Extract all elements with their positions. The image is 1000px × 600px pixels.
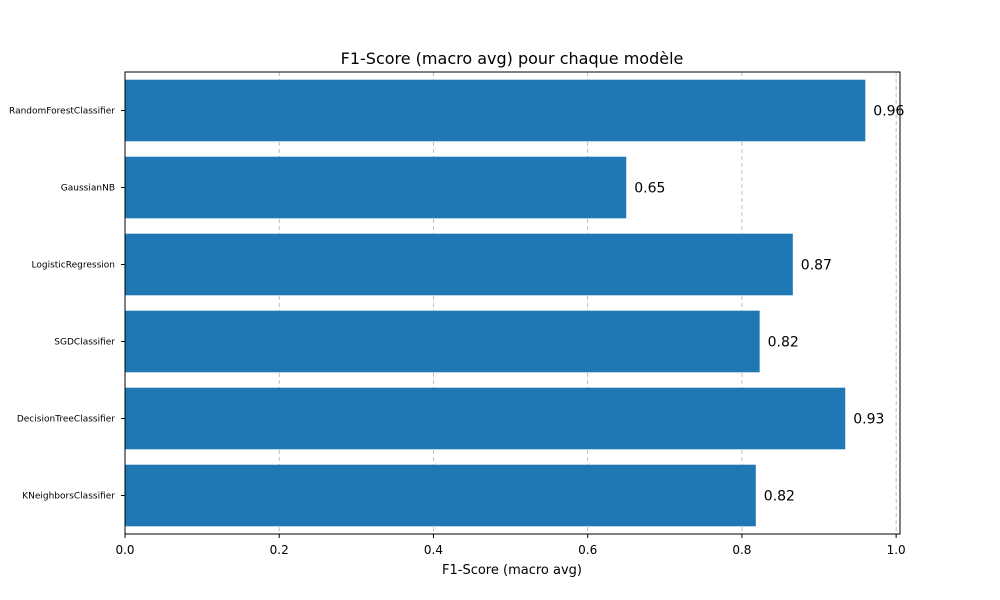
x-axis-ticks: 0.0 0.2 0.4 0.6 0.8 1.0 xyxy=(115,534,906,557)
data-labels: 0.96 0.65 0.87 0.82 0.93 0.82 xyxy=(634,104,904,505)
x-tick-label: 0.0 xyxy=(115,543,134,557)
bar xyxy=(125,464,756,527)
bar xyxy=(125,79,866,142)
x-tick-label: 0.4 xyxy=(424,543,443,557)
y-tick-label: SGDClassifier xyxy=(54,338,115,348)
bar-value-label: 0.93 xyxy=(853,412,884,428)
bar xyxy=(125,310,760,373)
x-tick-label: 1.0 xyxy=(887,543,906,557)
chart-title: F1-Score (macro avg) pour chaque modèle xyxy=(341,49,684,68)
bar-value-label: 0.87 xyxy=(801,258,832,274)
x-tick-label: 0.6 xyxy=(578,543,597,557)
bar xyxy=(125,233,793,296)
y-tick-label: KNeighborsClassifier xyxy=(22,492,115,502)
y-tick-label: DecisionTreeClassifier xyxy=(17,415,115,425)
y-tick-label: RandomForestClassifier xyxy=(9,107,115,117)
x-axis-label: F1-Score (macro avg) xyxy=(442,563,582,578)
y-tick-label: GaussianNB xyxy=(61,184,115,194)
y-tick-label: LogisticRegression xyxy=(32,261,115,271)
bar-value-label: 0.65 xyxy=(634,181,665,197)
bar-value-label: 0.82 xyxy=(768,335,799,351)
y-axis-ticks: RandomForestClassifier GaussianNB Logistic… xyxy=(9,107,125,502)
bars xyxy=(125,79,866,527)
bar-value-label: 0.96 xyxy=(873,104,904,120)
bar xyxy=(125,156,627,219)
x-tick-label: 0.2 xyxy=(270,543,289,557)
bar-value-label: 0.82 xyxy=(764,489,795,505)
plot-frame xyxy=(124,71,901,535)
bar xyxy=(125,387,846,450)
x-tick-label: 0.8 xyxy=(732,543,751,557)
